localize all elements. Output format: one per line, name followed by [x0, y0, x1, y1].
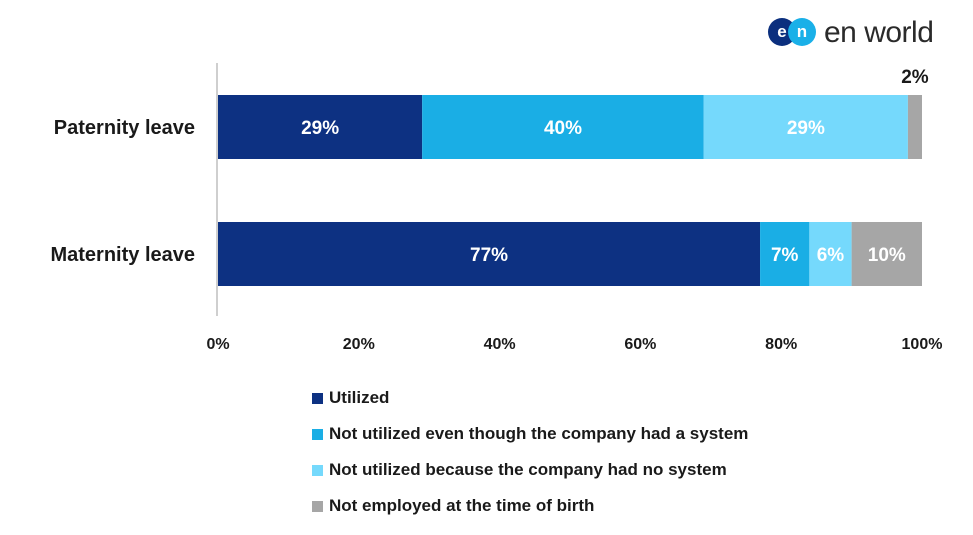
data-label: 10%	[868, 245, 906, 266]
legend-swatch	[312, 464, 323, 476]
data-label: 77%	[470, 245, 508, 266]
legend-item-not-utilized-no-system: Not utilized because the company had no …	[312, 452, 748, 488]
legend-item-not-employed: Not employed at the time of birth	[312, 488, 748, 524]
bar-segment	[703, 95, 908, 159]
x-tick-label: 20%	[343, 336, 375, 353]
category-label: Maternity leave	[50, 244, 195, 266]
bar-segment	[422, 95, 704, 159]
bar-segment	[851, 222, 922, 286]
logo-wordmark: en world	[824, 16, 934, 49]
legend-item-utilized: Utilized	[312, 380, 748, 416]
data-label: 7%	[771, 245, 799, 266]
x-tick-label: 0%	[206, 336, 229, 353]
data-label: 6%	[817, 245, 845, 266]
logo-badge: e n	[768, 18, 818, 48]
legend-label: Not utilized even though the company had…	[329, 424, 749, 443]
data-label: 40%	[544, 118, 582, 139]
brand-logo: e n en world	[768, 16, 934, 50]
bar-segment	[218, 222, 761, 286]
legend-label: Not utilized because the company had no …	[329, 460, 727, 479]
legend-label: Utilized	[329, 388, 390, 407]
x-tick-label: 60%	[624, 336, 656, 353]
chart-legend: Utilized Not utilized even though the co…	[312, 380, 748, 524]
legend-label: Not employed at the time of birth	[329, 496, 595, 515]
x-tick-label: 40%	[484, 336, 516, 353]
data-label: 29%	[787, 118, 825, 139]
stacked-bar-chart: Paternity leave Maternity leave 29% 40% 29% 2…	[50, 63, 943, 353]
legend-swatch	[312, 392, 323, 404]
legend-item-not-utilized-system: Not utilized even though the company had…	[312, 416, 748, 452]
bar-segment	[760, 222, 810, 286]
x-tick-label: 80%	[765, 336, 797, 353]
legend-swatch	[312, 500, 323, 512]
bar-segment	[218, 95, 423, 159]
legend-swatch	[312, 428, 323, 440]
category-label: Paternity leave	[54, 117, 195, 139]
bar-segment	[809, 222, 852, 286]
data-label: 2%	[901, 67, 929, 88]
logo-badge-n: n	[788, 18, 816, 46]
bar-segment	[907, 95, 922, 159]
x-tick-label: 100%	[902, 336, 943, 353]
data-label: 29%	[301, 118, 339, 139]
